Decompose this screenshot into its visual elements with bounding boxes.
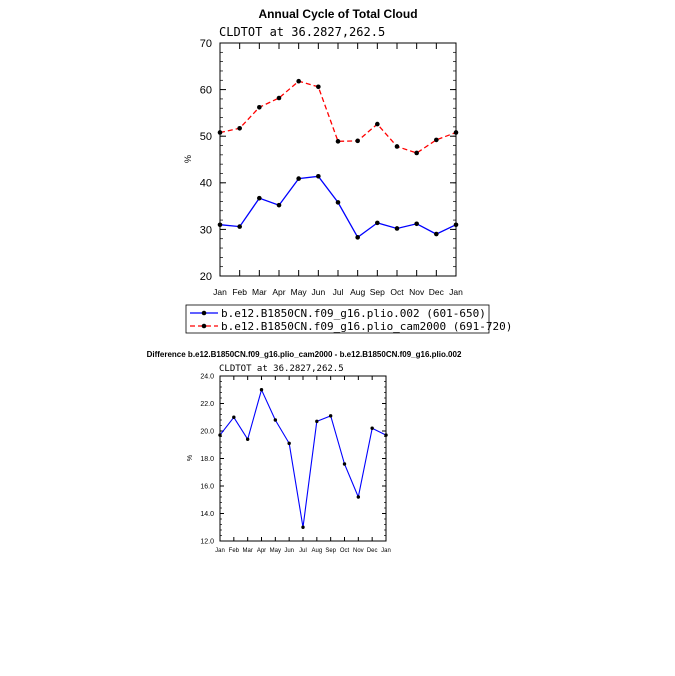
chart1-ytick-label: 30 [200,224,212,236]
chart1-series-1-point [217,130,223,135]
chart2-xtick-label: Aug [311,548,322,554]
chart1-xtick-label: Oct [390,287,404,297]
chart1-series-1-point [434,137,439,143]
chart2-xtick-label: Jan [381,548,391,554]
chart1-series-0-point [257,195,262,201]
chart2-ytick-label: 16.0 [200,483,214,490]
chart2-xtick-label: Jul [299,548,307,554]
chart2-series-0-line [219,388,387,528]
chart1-series-1-point [316,84,321,90]
chart2-ytick-label: 24.0 [200,373,214,380]
legend-label-1: b.e12.B1850CN.f09_g16.plio_cam2000 (691-… [221,320,512,333]
chart1-legend: b.e12.B1850CN.f09_g16.plio.002 (601-650)… [185,304,512,334]
chart2-series-0-point [232,415,236,419]
chart2-xtick-label: Feb [229,548,240,554]
chart1-series-0-point [296,176,301,181]
chart1-xtick-label: Mar [252,287,267,297]
chart1-series-0-point [375,220,380,226]
chart1-series-0-point [335,200,341,205]
chart1-series-0-point [414,221,419,227]
chart1-series-1-point [394,144,400,149]
chart2-xtick-label: Jun [284,548,294,554]
chart1-xtick-label: Nov [409,287,425,297]
chart2-series-0-point [384,433,388,437]
chart2-series-0-point [356,495,361,499]
chart2-xtick-label: Dec [367,548,378,554]
chart1-xtick-label: May [291,287,308,297]
chart1-ytick-label: 70 [200,38,212,50]
chart2-ytick-label: 22.0 [200,401,214,408]
chart1-series-1-point [414,150,419,156]
chart2-xtick-label: Oct [340,548,350,554]
chart2-ytick-label: 12.0 [200,538,214,545]
chart1-series-1-point [375,121,380,127]
chart2-xtick-label: Mar [242,548,252,554]
chart1-xtick-label: Aug [350,287,365,297]
legend-marker-0 [201,310,207,316]
chart1-plot: 20 30 40 50 60 70 Jan Feb Mar Apr May Jun Jul Aug Sep O… [200,38,463,297]
chart2-plot-frame [219,375,387,542]
chart2-xtick-label: Nov [353,548,364,554]
legend-label-0: b.e12.B1850CN.f09_g16.plio.002 (601-650) [221,307,486,320]
chart1-series-1-point [257,105,262,110]
chart1-series-0-point [316,173,321,179]
chart2-series-0-point [287,441,291,446]
chart2-plot: 12.0 14.0 16.0 18.0 20.0 22.0 24.0 Jan Feb Mar Apr… [200,373,390,554]
chart1-ytick-label: 40 [200,178,212,190]
chart1-series-0-line [219,175,457,239]
chart2-series-0-point [315,419,319,424]
chart1-series-0-point [355,235,360,240]
chart1-series-1-point [237,125,242,131]
chart1-title: Annual Cycle of Total Cloud [258,7,417,21]
chart2-subtitle: CLDTOT at 36.2827,262.5 [219,364,344,374]
chart1-series-1-point [296,78,301,84]
chart1-series-1-point [276,95,282,101]
chart1-series-0-point [276,202,282,208]
chart1-xtick-label: Apr [272,287,285,297]
chart1-series-0-point [434,231,439,237]
chart2-xtick-label: Apr [257,548,266,554]
chart1-series-0-point [217,222,223,228]
chart1-xtick-label: Jul [333,287,344,297]
chart1-xtick-label: Jan [449,287,463,297]
chart1-xtick-label: Feb [232,287,247,297]
chart2-series-0-point [218,433,222,437]
chart1-series-1-point [355,138,360,144]
legend-marker-1 [201,323,207,329]
chart1-ytick-label: 50 [200,131,212,143]
chart2-series-0-point [259,388,264,392]
chart1-subtitle: CLDTOT at 36.2827,262.5 [219,25,385,39]
chart2-series-0-point [301,525,305,529]
chart2-ytick-label: 18.0 [200,456,214,463]
chart1-xtick-label: Sep [370,287,385,297]
chart1-series-0-point [237,224,242,229]
chart1-xtick-label: Jun [311,287,325,297]
chart2-xtick-label: Sep [325,548,336,554]
chart1-series-1-point [335,139,341,144]
chart2-xtick-label: Jan [215,548,225,554]
chart2-series-0-point [370,426,374,430]
chart2-title: Difference b.e12.B1850CN.f09_g16.plio_ca… [147,350,462,359]
chart2-series-0-point [342,462,347,466]
chart1-ylabel: % [183,155,193,163]
chart2-ytick-label: 14.0 [200,511,214,518]
legend-box [185,304,490,334]
chart2-series-0-point [328,414,333,418]
chart1-series-1-point [453,130,459,135]
chart2-xtick-label: May [270,548,281,554]
chart2-ytick-label: 20.0 [200,428,214,435]
chart2-ylabel: % [187,455,194,461]
chart1-plot-frame [219,42,457,277]
chart1-series-0-point [453,222,459,228]
chart2-series-0-point [245,437,250,441]
chart1-ytick-label: 60 [200,84,212,96]
chart2-series-0-point [273,418,278,422]
chart1-ytick-label: 20 [200,271,212,283]
chart1-xtick-label: Jan [213,287,227,297]
chart1-series-0-point [394,226,400,231]
chart1-xtick-label: Dec [429,287,445,297]
